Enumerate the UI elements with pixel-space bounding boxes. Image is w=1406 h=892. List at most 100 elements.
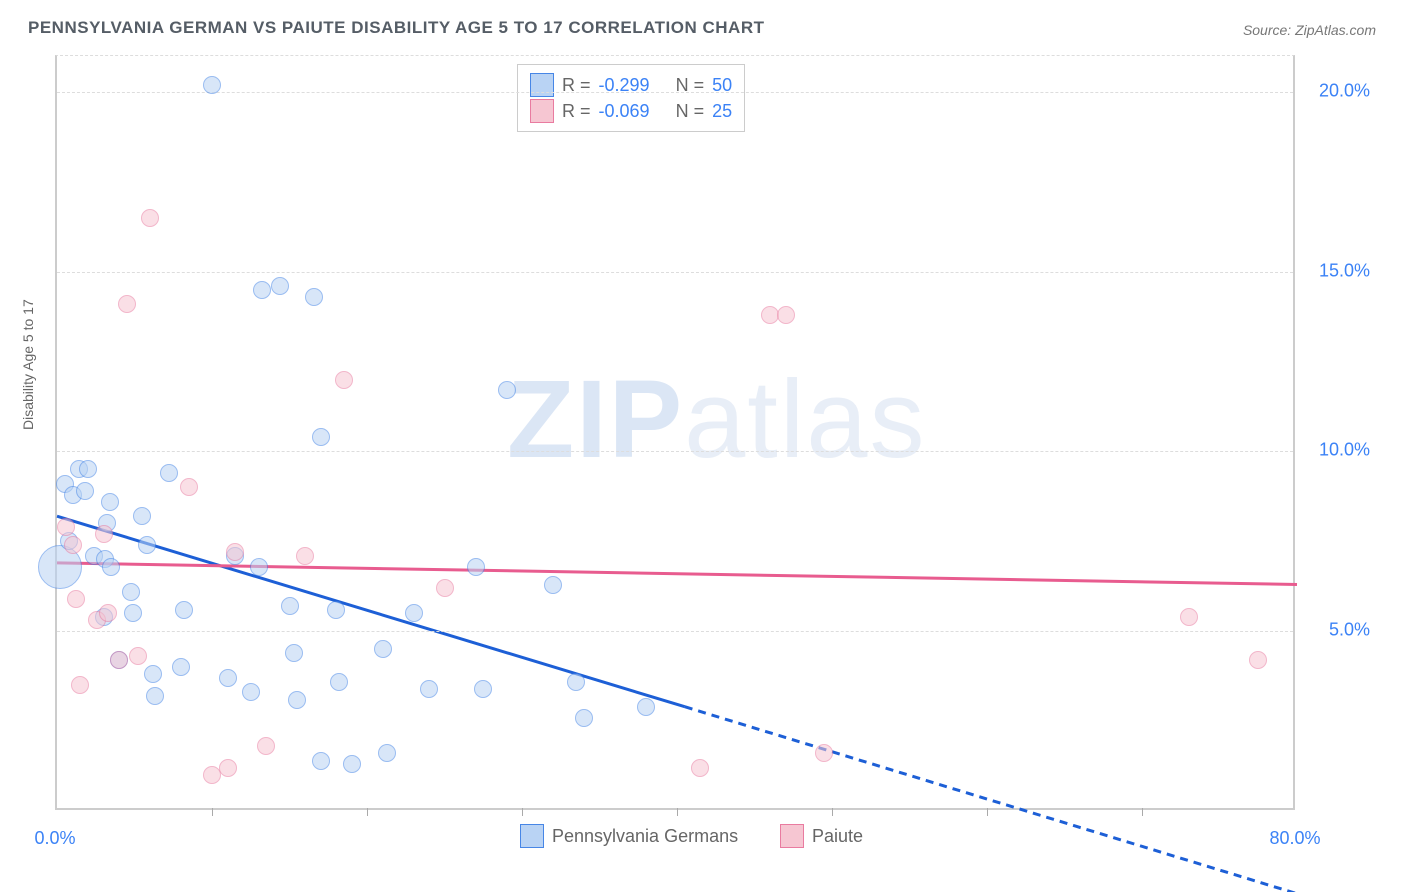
y-tick-label: 10.0% [1319,440,1370,461]
data-point [257,737,275,755]
y-tick-label: 20.0% [1319,80,1370,101]
x-tick [677,808,678,816]
data-point [203,76,221,94]
data-point [777,306,795,324]
x-tick [522,808,523,816]
data-point [129,647,147,665]
data-point [172,658,190,676]
data-point [144,665,162,683]
data-point [118,295,136,313]
data-point [122,583,140,601]
data-point [327,601,345,619]
data-point [253,281,271,299]
data-point [575,709,593,727]
data-point [124,604,142,622]
data-point [79,460,97,478]
data-point [175,601,193,619]
data-point [146,687,164,705]
data-point [57,518,75,536]
data-point [1249,651,1267,669]
legend-swatch [530,99,554,123]
data-point [250,558,268,576]
legend-stats-row: R =-0.299N =50 [530,73,732,97]
data-point [99,604,117,622]
legend-r-label: R = [562,101,591,122]
data-point [637,698,655,716]
data-point [467,558,485,576]
legend-stats-box: R =-0.299N =50 R = -0.069 N = 25 [517,64,745,132]
data-point [296,547,314,565]
data-point [138,536,156,554]
data-point [288,691,306,709]
data-point [271,277,289,295]
gridline-h [57,451,1293,452]
data-point [420,680,438,698]
data-point [405,604,423,622]
gridline-h [57,631,1293,632]
data-point [133,507,151,525]
chart-plot-area: ZIPatlas R =-0.299N =50R =-0.069N =25 [55,55,1295,810]
source-label: Source: [1243,22,1291,38]
data-point [64,536,82,554]
legend-swatch [520,824,544,848]
data-point [312,752,330,770]
x-tick [212,808,213,816]
source-attribution: Source: ZipAtlas.com [1243,22,1376,38]
data-point [71,676,89,694]
x-tick-label: 80.0% [1269,828,1320,849]
chart-title: PENNSYLVANIA GERMAN VS PAIUTE DISABILITY… [28,18,764,38]
data-point [343,755,361,773]
x-tick [367,808,368,816]
data-point [567,673,585,691]
data-point [544,576,562,594]
x-tick [987,808,988,816]
data-point [815,744,833,762]
data-point [691,759,709,777]
legend-swatch [530,73,554,97]
bottom-legend-label: Paiute [812,826,863,847]
data-point [101,493,119,511]
y-tick-label: 15.0% [1319,260,1370,281]
source-name: ZipAtlas.com [1295,22,1376,38]
data-point [281,597,299,615]
gridline-h [57,92,1293,93]
data-point [335,371,353,389]
legend-stats-row: R = -0.069 N = 25 [530,99,732,123]
data-point [180,478,198,496]
data-point [219,759,237,777]
bottom-legend-label: Pennsylvania Germans [552,826,738,847]
regression-line [685,707,1297,892]
data-point [436,579,454,597]
bottom-legend-item: Paiute [780,824,863,848]
data-point [378,744,396,762]
data-point [285,644,303,662]
data-point [305,288,323,306]
gridline-h [57,272,1293,273]
data-point [102,558,120,576]
data-point [76,482,94,500]
y-axis-label: Disability Age 5 to 17 [20,299,36,430]
data-point [242,683,260,701]
x-tick [1142,808,1143,816]
bottom-legend-item: Pennsylvania Germans [520,824,738,848]
data-point [312,428,330,446]
legend-n-value: 25 [712,101,732,122]
data-point [67,590,85,608]
data-point [374,640,392,658]
data-point [226,543,244,561]
x-tick [832,808,833,816]
data-point [95,525,113,543]
data-point [110,651,128,669]
data-point [160,464,178,482]
legend-r-value: -0.069 [599,101,650,122]
data-point [1180,608,1198,626]
data-point [498,381,516,399]
data-point [330,673,348,691]
data-point [141,209,159,227]
legend-n-label: N = [676,101,705,122]
legend-swatch [780,824,804,848]
data-point [474,680,492,698]
y-tick-label: 5.0% [1329,620,1370,641]
data-point [219,669,237,687]
x-tick-label: 0.0% [34,828,75,849]
